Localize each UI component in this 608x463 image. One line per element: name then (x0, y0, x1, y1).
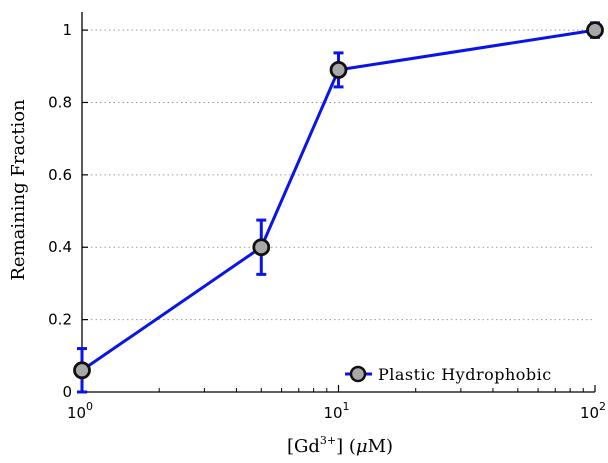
y-tick-label: 0.4 (48, 238, 72, 256)
data-point (329, 61, 348, 79)
x-axis-label: [Gd3+] (μM) (287, 434, 393, 457)
x-tick-label: 100 (67, 400, 93, 422)
series-line (81, 28, 596, 372)
y-axis-label: Remaining Fraction (8, 99, 29, 281)
data-point (586, 21, 604, 39)
data-point (73, 361, 91, 380)
legend-marker (349, 365, 367, 383)
y-tick-label: 0.8 (48, 93, 72, 111)
data-point (252, 238, 271, 257)
legend-label: Plastic Hydrophobic (378, 365, 552, 384)
x-ticks: 100 101 102 (67, 385, 606, 422)
y-ticks: 0 0.2 0.4 0.6 0.8 1 (48, 21, 88, 401)
series-plastic-hydrophobic (73, 21, 604, 394)
grid-lines (82, 29, 595, 321)
x-tick-label: 102 (580, 400, 606, 422)
y-tick-label: 0.2 (48, 311, 72, 329)
y-tick-label: 0 (62, 383, 72, 401)
legend: Plastic Hydrophobic (345, 365, 552, 384)
x-tick-label: 101 (323, 400, 349, 422)
y-tick-label: 0.6 (48, 166, 72, 184)
y-tick-label: 1 (62, 21, 72, 39)
